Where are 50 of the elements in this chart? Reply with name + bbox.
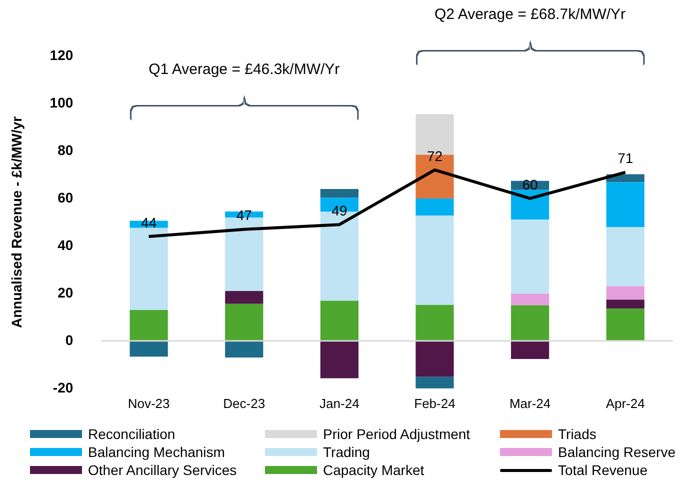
x-tick-label: Mar-24 [509,396,551,411]
bar [225,304,264,341]
x-tick-label: Dec-23 [223,396,266,411]
x-tick-label: Feb-24 [414,396,456,411]
bar [130,340,168,357]
legend-label: Reconciliation [88,426,176,442]
y-tick-label: 120 [50,46,74,63]
bar [320,300,358,341]
data-label: 71 [618,150,634,166]
x-tick-label: Jan-24 [320,396,360,411]
bar [130,310,168,341]
legend-label: Balancing Mechanism [88,444,225,460]
y-tick-label: 40 [58,236,74,253]
bar [606,308,644,341]
bar [510,340,550,359]
legend-label: Balancing Reserve [558,444,676,460]
bar [606,286,644,300]
legend-label: Trading [323,444,370,460]
bar [416,216,454,305]
bar [510,220,550,294]
bar [606,300,644,309]
data-label: 60 [522,176,538,192]
x-tick-label: Nov-23 [128,396,170,411]
y-tick-label: 20 [58,284,74,300]
y-tick-label: 100 [50,94,74,110]
bar [606,182,644,227]
legend-label: Triads [558,426,596,442]
y-tick-label: 0 [65,332,74,348]
bar [130,228,168,310]
y-tick-label: 80 [58,142,74,158]
bar [416,198,454,216]
legend-label: Prior Period Adjustment [323,426,470,442]
y-tick-label: 60 [58,189,74,206]
legend-label: Capacity Market [323,462,424,478]
bar [416,304,454,341]
bar [510,294,550,306]
legend-label: Total Revenue [558,462,648,478]
bar [320,340,358,378]
y-axis-title: Annualised Revenue - £k/MW/yr [8,116,24,328]
y-tick-label: -20 [52,379,74,396]
bar [510,305,550,341]
x-tick-label: Apr-24 [606,396,645,411]
bar [225,340,264,358]
bar [606,226,644,286]
bar [416,340,454,377]
text: Q2 Average = £68.7k/MW/Yr [433,6,627,23]
bar [225,291,264,304]
bar [320,188,358,198]
annotation: Q1 Average = £46.3k/MW/Yr [148,61,341,78]
legend-label: Other Ancillary Services [88,462,237,478]
